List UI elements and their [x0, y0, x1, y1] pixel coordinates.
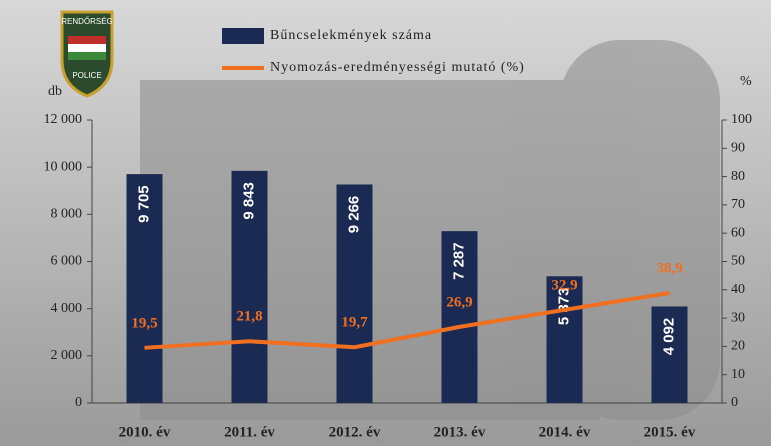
y-tick-label: 12 000 — [44, 112, 83, 127]
y-tick-label: 8 000 — [51, 207, 83, 222]
legend-swatch — [222, 28, 264, 44]
y2-tick-label: 20 — [731, 339, 745, 354]
bar-label: 9 843 — [240, 182, 257, 220]
line-label: 21,8 — [236, 309, 262, 325]
bar — [441, 231, 478, 403]
line-label: 19,7 — [341, 315, 368, 331]
logo: RENDŐRSÉG POLICE — [60, 10, 114, 98]
y2-tick-label: 30 — [731, 310, 745, 325]
x-tick-label: 2010. év — [119, 424, 171, 440]
bar — [651, 306, 688, 403]
y2-tick-label: 90 — [731, 141, 745, 156]
bar — [336, 184, 373, 403]
line — [144, 290, 670, 350]
bar — [231, 170, 268, 403]
y-axis-label: db — [48, 84, 62, 99]
x-tick-label: 2011. év — [224, 424, 275, 440]
legend-label: Bűncselekmények száma — [270, 28, 432, 43]
x-tick-label: 2014. év — [539, 424, 591, 440]
logo-top: RENDŐRSÉG — [61, 17, 113, 26]
y-tick-label: 10 000 — [44, 159, 83, 174]
y2-axis-label: % — [740, 74, 752, 89]
y2-tick-label: 10 — [731, 367, 745, 382]
y2-tick-label: 80 — [731, 169, 745, 184]
y2-tick-label: 0 — [731, 395, 738, 410]
x-tick-label: 2012. év — [329, 424, 381, 440]
bar — [546, 276, 583, 403]
logo-bottom: POLICE — [72, 71, 101, 80]
y2-tick-label: 40 — [731, 282, 745, 297]
x-tick-label: 2013. év — [434, 424, 486, 440]
y2-tick-label: 70 — [731, 197, 745, 212]
bar-label: 7 287 — [450, 242, 467, 280]
building — [140, 40, 720, 420]
x-tick-label: 2015. év — [644, 424, 696, 440]
y-tick-label: 0 — [75, 395, 82, 410]
bar-label: 5 373 — [555, 288, 572, 326]
bar-label: 9 266 — [345, 196, 362, 234]
line-label: 32,9 — [551, 277, 577, 293]
line-label: 19,5 — [131, 315, 157, 331]
y-tick-label: 2 000 — [51, 348, 83, 363]
bar — [126, 174, 163, 403]
bar-label: 4 092 — [660, 318, 677, 356]
line-label: 26,9 — [446, 294, 472, 310]
y2-tick-label: 50 — [731, 254, 745, 269]
legend-label: Nyomozás-eredményességi mutató (%) — [270, 60, 525, 75]
y2-tick-label: 60 — [731, 225, 745, 240]
bar-label: 9 705 — [135, 185, 152, 223]
y2-tick-label: 100 — [731, 112, 752, 127]
y-tick-label: 6 000 — [51, 254, 83, 269]
line-label: 38,9 — [656, 260, 682, 276]
y-tick-label: 4 000 — [51, 301, 83, 316]
